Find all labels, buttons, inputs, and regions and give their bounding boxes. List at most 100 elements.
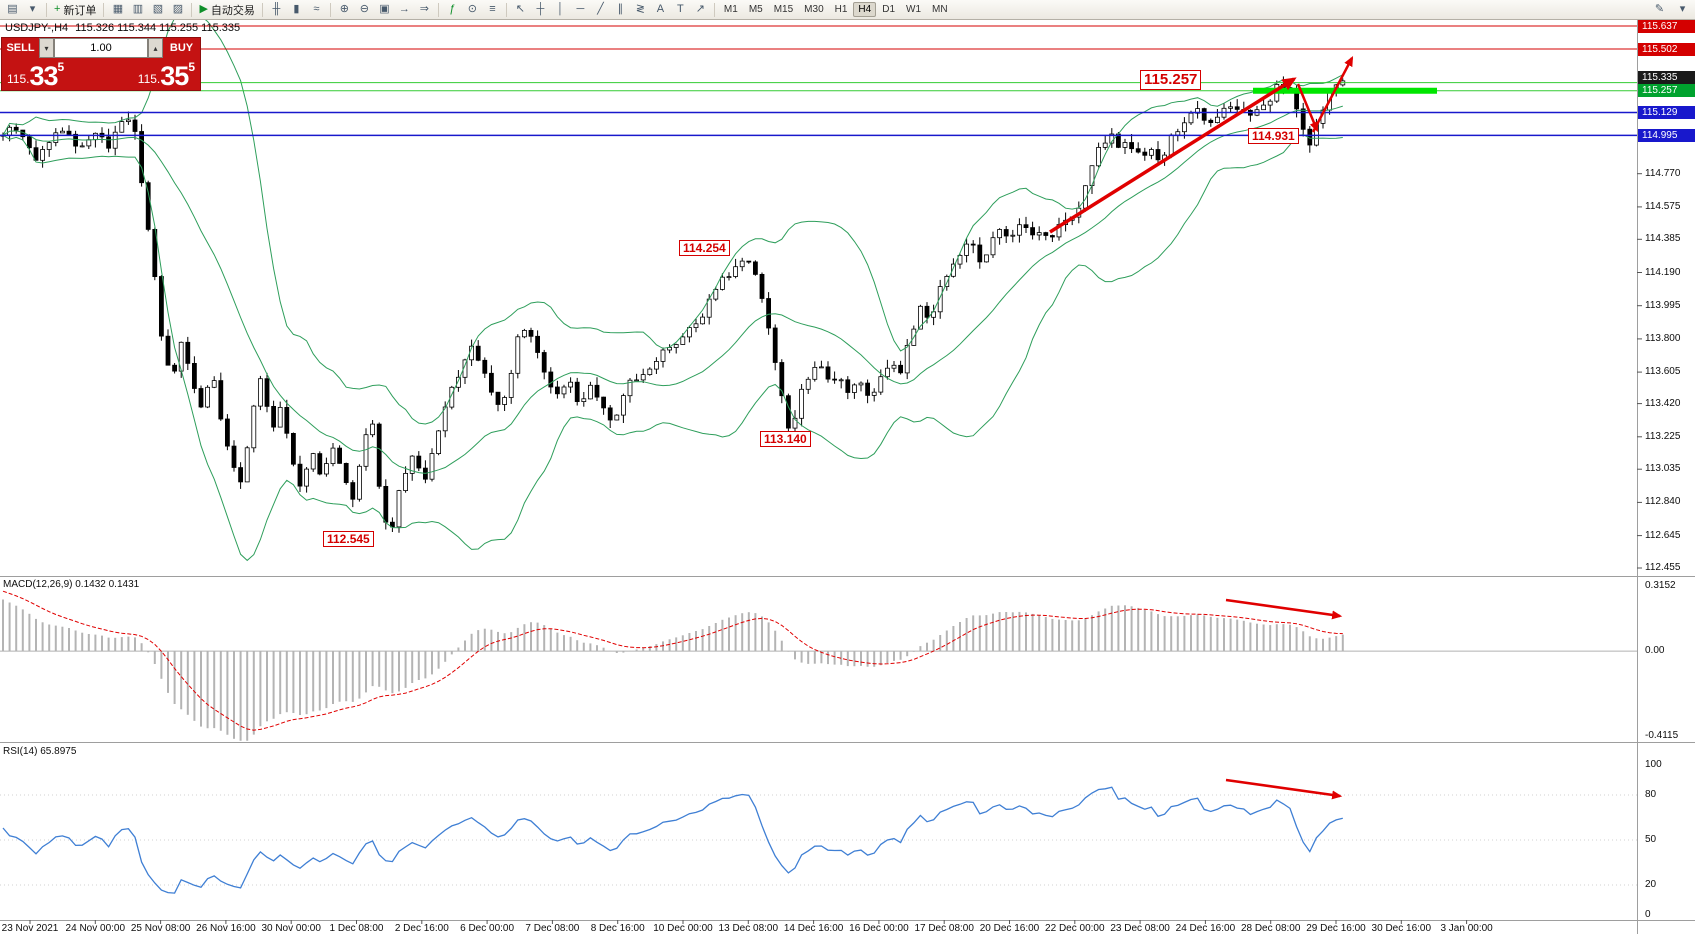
- price-scale-label: 113.800: [1645, 332, 1681, 344]
- new-order-button[interactable]: + 新订单: [51, 1, 99, 18]
- timeframe-mn-button[interactable]: MN: [932, 4, 948, 15]
- rsi-scale-label: 80: [1645, 789, 1657, 800]
- sell-button[interactable]: SELL: [2, 38, 39, 58]
- periods-button[interactable]: ⊙: [463, 1, 482, 18]
- auto-scroll-button[interactable]: →: [395, 1, 414, 18]
- channel-icon: ∥: [617, 3, 624, 15]
- buy-button[interactable]: BUY: [163, 38, 200, 58]
- zoom-out-button[interactable]: ⊖: [355, 1, 374, 18]
- candlestick-chart-icon: ▮: [293, 3, 300, 15]
- toolbar-button-groups: ▤ ▾ + 新订单 ▦ ▥ ▧ ▨ ▶ 自动交易 ╫ ▮ ≈ ⊕ ⊖ ▣ → ⇒ ƒ ⊙ ≡ ↖ ┼ │ ─ ╱ ∥ ≷ A T ↗ M1 M5…: [3, 0, 953, 19]
- price-scale-label: 112.840: [1645, 496, 1681, 508]
- navigator-icon: ▧: [152, 3, 164, 15]
- macd-scale-label: 0.3152: [1645, 580, 1676, 591]
- edit-button[interactable]: ✎: [1650, 1, 1669, 18]
- auto-trading-button[interactable]: ▶ 自动交易: [196, 1, 257, 18]
- symbol-period-label: USDJPY-,H4: [5, 22, 69, 34]
- volume-stepper-up[interactable]: ▴: [148, 38, 163, 58]
- pencil-icon: ✎: [1654, 3, 1665, 15]
- volume-dropdown-button[interactable]: ▾: [39, 38, 54, 58]
- price-scale-label: 114.575: [1645, 200, 1681, 212]
- chart-canvas-holder: [0, 14, 1695, 934]
- timeframe-m5-button[interactable]: M5: [748, 4, 763, 15]
- label-icon: T: [677, 3, 684, 15]
- price-annotation[interactable]: 114.254: [679, 240, 730, 256]
- timeframe-w1-button[interactable]: W1: [906, 4, 922, 15]
- horizontal-line-button[interactable]: ─: [571, 1, 590, 18]
- time-axis-label: 20 Dec 16:00: [979, 923, 1040, 934]
- buy-price-big: 35: [160, 61, 189, 91]
- rsi-scale-label: 50: [1645, 834, 1657, 845]
- text-button[interactable]: A: [651, 1, 670, 18]
- toolbar-overflow-button[interactable]: ▾: [1673, 1, 1692, 18]
- toolbar-separator: [505, 2, 507, 17]
- price-line-label: 115.637: [1638, 20, 1695, 33]
- one-click-trading-panel: SELL ▾ ▴ BUY 115.335 115.355: [2, 38, 200, 90]
- fibonacci-button[interactable]: ≷: [631, 1, 650, 18]
- crosshair-icon: ┼: [536, 3, 545, 15]
- bar-chart-icon: ╫: [272, 3, 281, 15]
- timeframe-h4-button[interactable]: H4: [853, 2, 877, 17]
- crosshair-button[interactable]: ┼: [531, 1, 550, 18]
- channel-button[interactable]: ∥: [611, 1, 630, 18]
- bar-chart-button[interactable]: ╫: [267, 1, 286, 18]
- time-axis-label: 10 Dec 00:00: [653, 923, 713, 934]
- chart-canvas[interactable]: [0, 14, 1695, 934]
- time-axis-label: 1 Dec 08:00: [329, 923, 384, 934]
- volume-input[interactable]: [54, 38, 148, 58]
- terminal-icon: ▨: [172, 3, 184, 15]
- new-chart-icon: ▤: [7, 3, 18, 15]
- indicators-button[interactable]: ƒ: [443, 1, 462, 18]
- time-axis-label: 23 Nov 2021: [1, 923, 59, 934]
- price-scale-label: 114.385: [1645, 233, 1681, 245]
- zoom-in-button[interactable]: ⊕: [335, 1, 354, 18]
- navigator-button[interactable]: ▧: [148, 1, 167, 18]
- price-annotation[interactable]: 114.931: [1248, 128, 1299, 144]
- time-axis-label: 26 Nov 16:00: [196, 923, 256, 934]
- templates-button[interactable]: ≡: [483, 1, 502, 18]
- market-watch-button[interactable]: ▦: [108, 1, 127, 18]
- price-annotation[interactable]: 112.545: [323, 531, 374, 547]
- price-annotation[interactable]: 115.257: [1140, 70, 1202, 90]
- cursor-button[interactable]: ↖: [511, 1, 530, 18]
- candlestick-chart-button[interactable]: ▮: [287, 1, 306, 18]
- chart-profiles-button[interactable]: ▾: [23, 1, 42, 18]
- buy-price[interactable]: 115. 35 5: [138, 59, 195, 90]
- label-button[interactable]: T: [671, 1, 690, 18]
- rsi-label: RSI(14) 65.8975: [3, 746, 77, 757]
- candlestick-series: [0, 76, 1346, 533]
- time-axis-label: 17 Dec 08:00: [914, 923, 974, 934]
- trendline-button[interactable]: ╱: [591, 1, 610, 18]
- trend-arrows: [1049, 56, 1354, 800]
- terminal-button[interactable]: ▨: [168, 1, 187, 18]
- line-chart-button[interactable]: ≈: [307, 1, 326, 18]
- macd-scale-label: 0.00: [1645, 645, 1665, 657]
- timeframe-m1-button[interactable]: M1: [723, 4, 738, 15]
- time-axis-label: 16 Dec 00:00: [849, 923, 909, 934]
- price-line-label: 115.257: [1638, 84, 1695, 98]
- timeframe-m15-button[interactable]: M15: [773, 4, 794, 15]
- price-scale-label: 113.225: [1645, 430, 1681, 442]
- chart-shift-button[interactable]: ⇒: [415, 1, 434, 18]
- rsi-scale-label: 20: [1645, 879, 1657, 890]
- tile-windows-button[interactable]: ▣: [375, 1, 394, 18]
- data-window-button[interactable]: ▥: [128, 1, 147, 18]
- time-axis-label: 24 Dec 16:00: [1175, 923, 1236, 934]
- price-scale-label: 114.190: [1645, 266, 1681, 278]
- price-annotation[interactable]: 113.140: [760, 431, 811, 447]
- new-order-icon: +: [54, 3, 61, 15]
- new-chart-button[interactable]: ▤: [3, 1, 22, 18]
- chart-overlays: USDJPY-,H4 115.326 115.344 115.255 115.33…: [0, 20, 1695, 934]
- vertical-line-button[interactable]: │: [551, 1, 570, 18]
- timeframe-h1-button[interactable]: H1: [834, 4, 848, 15]
- market-watch-icon: ▦: [112, 3, 124, 15]
- price-scale-label: 113.995: [1645, 299, 1681, 311]
- chevron-down-icon: ▾: [1679, 3, 1686, 15]
- timeframe-d1-button[interactable]: D1: [882, 4, 896, 15]
- arrows-button[interactable]: ↗: [691, 1, 710, 18]
- time-axis-label: 22 Dec 00:00: [1045, 923, 1105, 934]
- timeframe-m30-button[interactable]: M30: [804, 4, 824, 15]
- sell-price[interactable]: 115. 33 5: [7, 59, 64, 90]
- toolbar-right: ✎ ▾: [1650, 1, 1692, 18]
- horizontal-line-icon: ─: [576, 3, 585, 15]
